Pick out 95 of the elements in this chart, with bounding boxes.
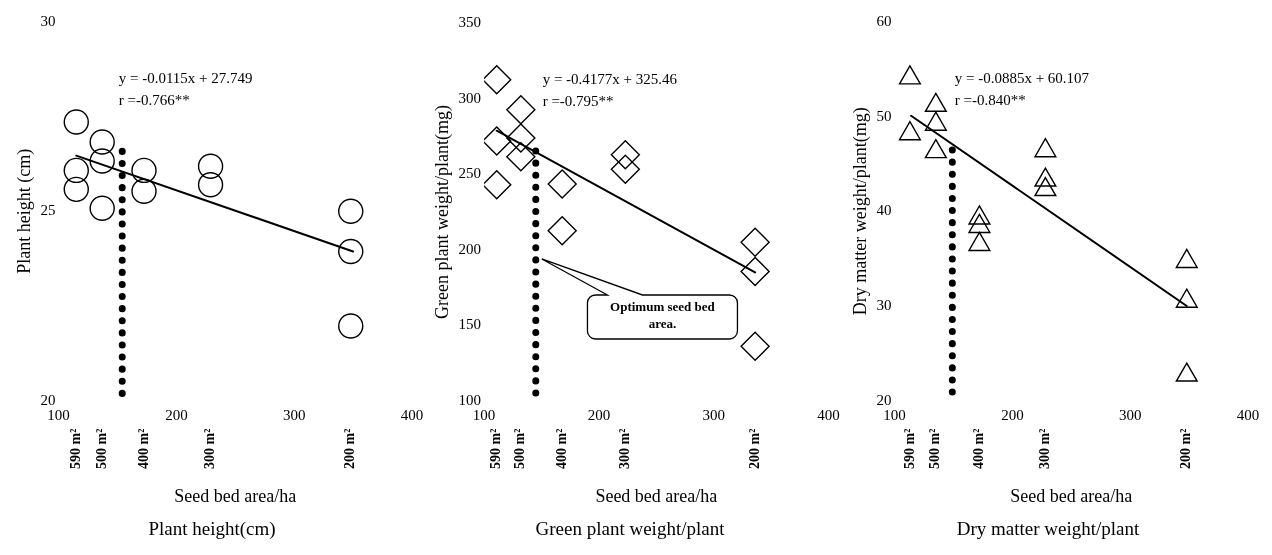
point: [1175, 288, 1198, 308]
y-tick-label: 30: [876, 296, 892, 313]
x-axis-title: Seed bed area/ha: [174, 486, 297, 507]
x-tick-label: 400: [400, 407, 424, 424]
point: [338, 313, 364, 339]
point: [338, 198, 364, 224]
point: [924, 138, 947, 159]
x-tick-label: 400: [1236, 407, 1260, 424]
text: 300 m²: [1036, 428, 1052, 469]
point: [740, 256, 770, 287]
point: [968, 205, 991, 225]
point: [1034, 138, 1057, 158]
point: [63, 109, 89, 135]
text: 200 m²: [342, 428, 358, 469]
point: [898, 65, 922, 85]
point: [131, 157, 157, 184]
text: 500 m²: [512, 428, 528, 469]
text: 400 m²: [971, 428, 987, 469]
annotation: r =-0.840**: [954, 91, 1026, 108]
text: 300 m²: [202, 428, 218, 469]
y-axis-title: Plant height (cm): [13, 148, 35, 274]
point: [924, 111, 947, 131]
y-tick-label: 150: [458, 316, 482, 333]
point: [1034, 176, 1057, 197]
x-tick-label: 200: [1001, 407, 1024, 424]
point: [740, 227, 770, 257]
point: [506, 142, 536, 172]
point: [506, 123, 536, 153]
y-tick-label: 60: [876, 12, 892, 29]
point: [197, 153, 224, 179]
point: [740, 331, 770, 361]
point: [547, 169, 577, 199]
y-tick-label: 200: [458, 240, 482, 257]
x-axis-title: Seed bed area/ha: [595, 486, 718, 507]
point: [89, 129, 115, 155]
point: [898, 120, 922, 141]
point: [547, 216, 577, 246]
y-tick-label: 350: [458, 14, 482, 31]
point: [89, 148, 115, 174]
annotation: y = -0.0885x + 60.107: [954, 69, 1090, 86]
text: 590 m²: [901, 428, 917, 469]
text: 200 m²: [746, 428, 762, 469]
point: [968, 213, 991, 234]
x-tick-label: 200: [165, 407, 188, 424]
text: 400 m²: [135, 428, 151, 469]
annotation: r =-0.795**: [542, 92, 614, 109]
y-tick-label: 300: [458, 89, 482, 106]
annotation: y = -0.0115x + 27.749: [118, 69, 253, 86]
x-tick-label: 200: [587, 407, 611, 424]
point: [338, 238, 364, 265]
text: Green plant weight/plant: [535, 517, 726, 539]
annotation: r =-0.766**: [118, 91, 190, 108]
point: [1175, 248, 1198, 269]
text: Dry matter weight/plant: [956, 517, 1140, 539]
point: [63, 157, 89, 184]
y-tick-label: 30: [40, 12, 56, 29]
y-tick-label: 50: [876, 107, 892, 124]
annotation: Optimum seed bed area.: [610, 299, 716, 332]
point: [610, 139, 641, 170]
text: 200 m²: [1178, 428, 1194, 469]
point: [924, 92, 947, 112]
point: [484, 64, 512, 95]
text: 590 m²: [488, 428, 504, 469]
text: 300 m²: [616, 428, 632, 469]
text: Plant height(cm): [148, 517, 276, 540]
x-tick-label: 300: [282, 407, 306, 424]
x-tick-label: 300: [702, 407, 726, 424]
text: 590 m²: [67, 428, 83, 469]
y-tick-label: 250: [458, 165, 482, 182]
point: [131, 178, 157, 204]
point: [506, 95, 536, 125]
annotation: y = -0.4177x + 325.46: [542, 70, 678, 87]
x-tick-label: 400: [817, 407, 840, 424]
y-tick-label: 100: [458, 391, 482, 408]
point: [1034, 167, 1057, 187]
point: [484, 126, 512, 156]
y-tick-label: 20: [876, 391, 892, 408]
text: 400 m²: [553, 428, 569, 469]
y-axis-title: Dry matter weight/plant(mg): [849, 107, 871, 316]
x-tick-label: 100: [472, 407, 496, 424]
y-axis-title: Green plant weight/plant(mg): [431, 105, 453, 319]
y-tick-label: 20: [40, 391, 56, 408]
point: [610, 154, 641, 184]
x-axis-title: Seed bed area/ha: [1010, 486, 1133, 507]
y-tick-label: 25: [40, 202, 56, 219]
text: 500 m²: [93, 428, 109, 469]
point: [1175, 362, 1198, 382]
text: 500 m²: [927, 428, 943, 469]
x-tick-label: 300: [1118, 407, 1142, 424]
point: [968, 231, 991, 252]
point: [484, 170, 512, 200]
y-tick-label: 40: [876, 202, 892, 219]
point: [89, 195, 115, 221]
point: [197, 172, 224, 198]
point: [63, 176, 89, 203]
